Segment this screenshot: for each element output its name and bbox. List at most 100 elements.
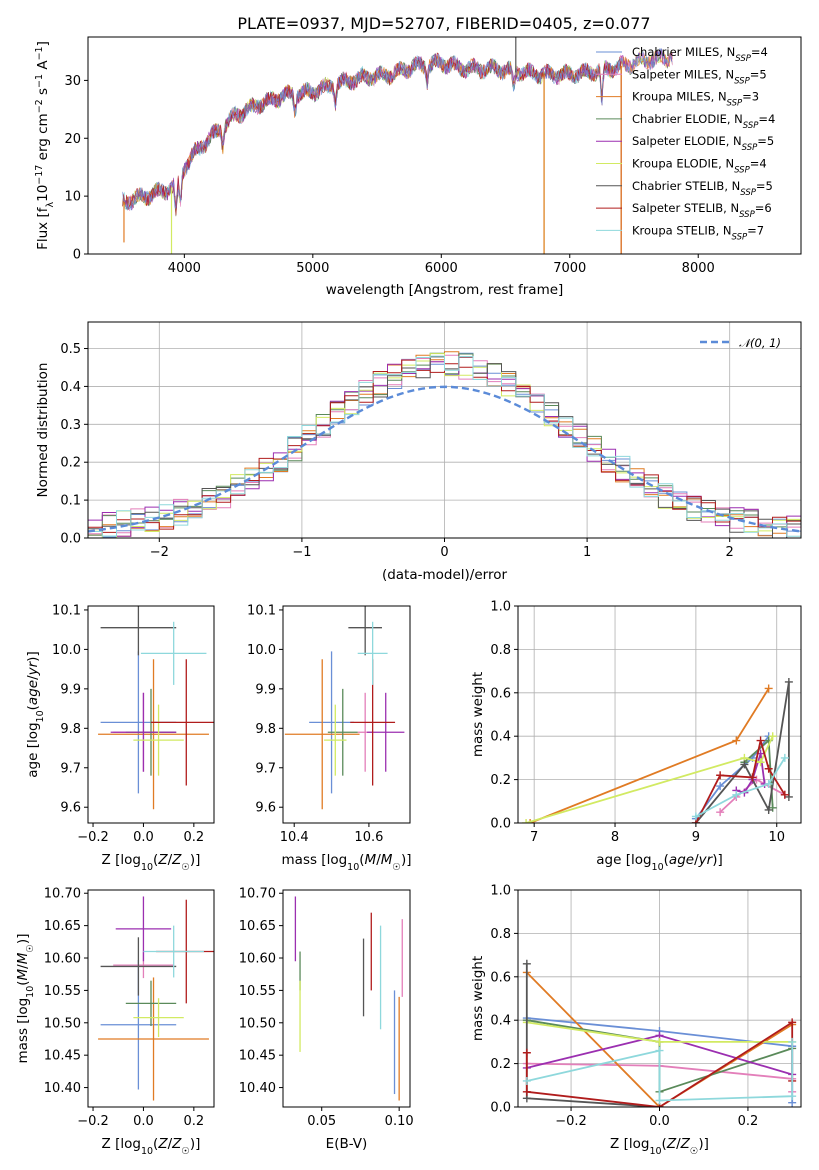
figure-title: PLATE=0937, MJD=52707, FIBERID=0405, z=0… <box>237 14 650 33</box>
weight-marker <box>768 732 777 741</box>
errorbar-kroupa-miles <box>98 659 209 810</box>
legend-label: Kroupa ELODIE, NSSP=4 <box>632 157 767 176</box>
y-tick-label: 10.70 <box>239 887 276 902</box>
y-tick-label: 0.8 <box>490 643 511 658</box>
legend-label: 𝒩(0, 1) <box>739 336 781 350</box>
x-tick-label: 0.0 <box>133 1114 154 1129</box>
weight-marker <box>764 805 773 814</box>
y-tick-label: 0.4 <box>490 730 511 745</box>
y-tick-label: 9.6 <box>255 801 276 816</box>
weight-line <box>695 681 790 823</box>
weight-marker <box>764 684 773 693</box>
y-axis-label: mass weight <box>470 956 486 1041</box>
y-tick-label: 1.0 <box>490 884 511 899</box>
weight-series-salpeter-stelib <box>691 736 789 823</box>
y-tick-label: 10.55 <box>239 984 276 999</box>
x-tick-label: 10.6 <box>354 830 383 845</box>
y-tick-label: 10.1 <box>247 603 276 618</box>
weight-marker <box>780 753 789 762</box>
y-tick-label: 0.3 <box>60 418 81 433</box>
y-tick-label: 9.6 <box>60 801 81 816</box>
weight-line <box>529 688 770 823</box>
weight-marker <box>522 1087 531 1096</box>
weight-marker <box>748 773 757 782</box>
x-axis-label: Z [log10(Z/Z☉)] <box>102 1136 201 1157</box>
weight-marker <box>780 790 789 799</box>
spectrum-line-salpeter-stelib <box>122 52 621 216</box>
errorbar-salpeter-elodie <box>115 896 172 962</box>
weight-marker <box>732 790 741 799</box>
legend-label: Salpeter MILES, NSSP=5 <box>632 67 767 86</box>
plot-mass_vs_ebv <box>294 896 403 1101</box>
x-tick-label: 0.0 <box>649 1114 670 1129</box>
legend-label: Kroupa MILES, NSSP=3 <box>632 90 759 109</box>
panel-age_vs_Z: −0.2 0.0 0.2 9.6 9.7 9.8 9.9 10.0 10.1 Z [log10(Z… <box>25 603 215 873</box>
errorbar-chabrier-stelib <box>348 606 382 656</box>
y-tick-label: 9.7 <box>60 761 81 776</box>
legend-label: Kroupa STELIB, NSSP=7 <box>632 223 764 242</box>
y-tick-label: 10.0 <box>247 643 276 658</box>
weight-series-kroupa-miles <box>526 684 773 823</box>
weight-marker <box>522 819 531 823</box>
x-tick-label: −0.2 <box>77 1114 109 1129</box>
x-axis-label: Z [log10(Z/Z☉)] <box>102 852 201 873</box>
plot-weights_vs_Z <box>522 959 797 1107</box>
y-tick-label: 10.45 <box>44 1049 81 1064</box>
weight-marker <box>784 792 793 801</box>
panel-mass_vs_ebv: 0.05 0.10 10.40 10.45 10.50 10.55 10.60 10.65 10… <box>239 887 414 1152</box>
y-axis-label: mass [log10(M/M☉)] <box>15 934 36 1064</box>
weight-series-kroupa-stelib <box>691 753 789 821</box>
weight-marker <box>784 677 793 686</box>
y-tick-label: 0.0 <box>60 532 81 547</box>
legend-label: Chabrier ELODIE, NSSP=4 <box>632 112 775 131</box>
weight-marker <box>732 736 741 745</box>
x-tick-label: 0.0 <box>133 830 154 845</box>
x-axis-label: age [log10(age/yr)] <box>596 852 722 873</box>
x-tick-label: 7 <box>530 830 538 845</box>
y-tick-label: 0.1 <box>60 494 81 509</box>
weight-marker <box>526 819 535 823</box>
y-tick-label: 0.8 <box>490 927 511 942</box>
weight-line <box>526 971 793 1107</box>
x-tick-label: 0.2 <box>183 1114 204 1129</box>
x-axis-label: (data-model)/error <box>382 567 508 583</box>
y-tick-label: 1.0 <box>490 600 511 615</box>
y-axis-label: Flux [fλ10−17 erg cm−2 s−1 A−1] <box>34 41 56 250</box>
axes-frame <box>87 889 215 1108</box>
errorbar-kroupa-miles <box>284 659 360 810</box>
x-tick-label: 8 <box>611 830 619 845</box>
y-tick-label: 10.40 <box>44 1081 81 1096</box>
y-tick-label: 0.2 <box>490 1057 511 1072</box>
y-tick-label: 0.0 <box>490 1101 511 1116</box>
y-tick-label: 10.0 <box>52 643 81 658</box>
x-tick-label: 2 <box>726 545 734 560</box>
y-tick-label: 10.45 <box>239 1049 276 1064</box>
y-tick-label: 10.50 <box>44 1016 81 1031</box>
y-tick-label: 10.1 <box>52 603 81 618</box>
x-tick-label: 9 <box>692 830 700 845</box>
panel-mass_vs_Z: −0.2 0.0 0.2 10.40 10.45 10.50 10.55 10.60 10.65… <box>15 887 215 1157</box>
x-axis-label: Z [log10(Z/Z☉)] <box>610 1136 709 1157</box>
errorbar-chabrier-miles <box>309 651 354 794</box>
x-tick-label: 0 <box>440 545 448 560</box>
weight-marker <box>764 764 773 773</box>
y-tick-label: 9.9 <box>255 682 276 697</box>
x-tick-label: −0.2 <box>555 1114 587 1129</box>
y-tick-label: 10.70 <box>44 887 81 902</box>
y-axis-label: age [log10(age/yr)] <box>25 651 46 777</box>
y-tick-label: 9.9 <box>60 682 81 697</box>
weight-line <box>695 735 770 820</box>
weight-marker <box>655 1037 664 1046</box>
panel-weights_vs_age: 7 8 9 10 0.0 0.2 0.4 0.6 0.8 1.0 age [log10(age/yr… <box>470 600 802 873</box>
axes-frame <box>517 889 802 1108</box>
y-tick-label: 0.4 <box>60 380 81 395</box>
errorbar-kroupa-elodie <box>324 704 347 776</box>
weight-line <box>525 735 774 823</box>
legend-label: Salpeter STELIB, NSSP=6 <box>632 201 772 220</box>
weight-series-chabrier-miles <box>691 732 773 823</box>
axes-frame <box>87 321 802 539</box>
errorbar-kroupa-stelib <box>357 621 388 685</box>
y-axis-label: mass weight <box>470 672 486 757</box>
weight-line <box>695 740 786 823</box>
errorbar-chabrier-stelib <box>100 606 177 656</box>
